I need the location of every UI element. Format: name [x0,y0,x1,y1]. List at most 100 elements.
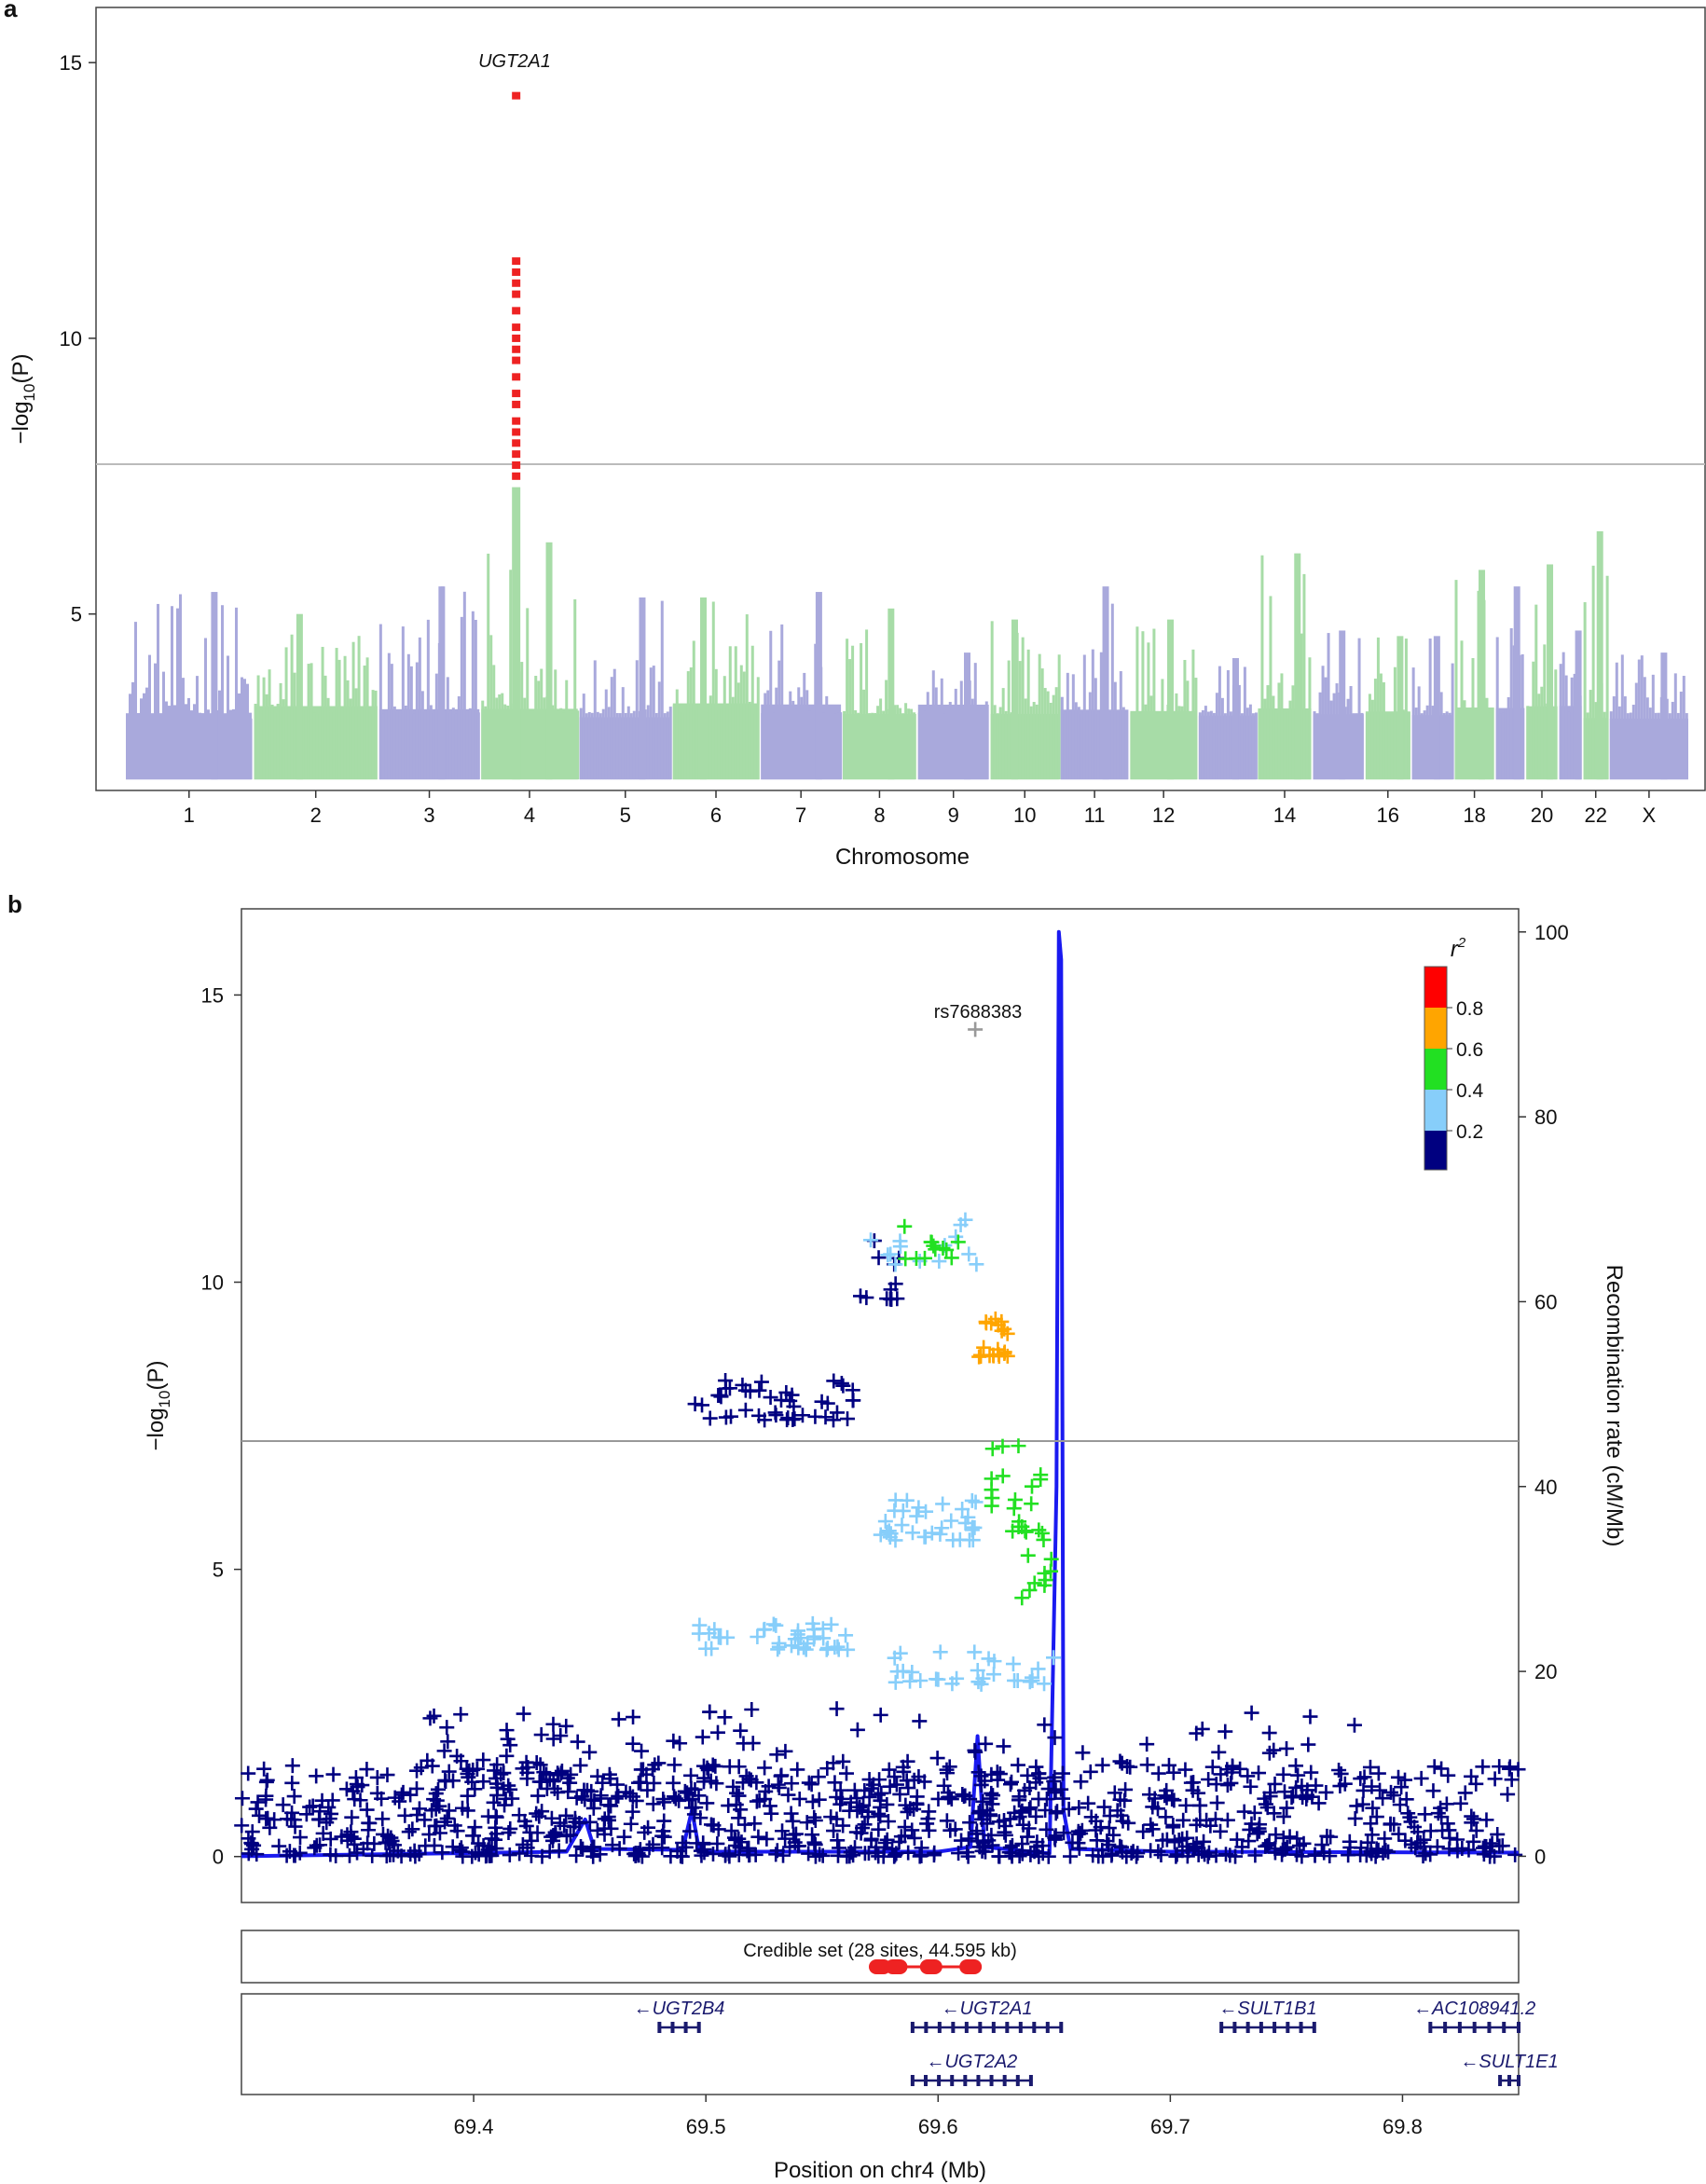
gene-exon [910,2022,915,2033]
snp-column [162,671,165,780]
snp-marker [407,1848,423,1864]
snp-marker [717,1710,733,1725]
gene-exon [989,2075,994,2086]
snp-marker [354,1778,370,1793]
snp-marker [1311,1795,1327,1811]
snp-marker [417,1812,433,1828]
snp-marker [1288,1758,1303,1774]
snp-marker [1094,1757,1110,1773]
snp-cluster-green [984,1438,1050,1541]
hit-gene-label: UGT2A1 [478,51,551,72]
snp-column [1679,691,1683,780]
snp-column [1091,649,1094,780]
snp-marker [589,1822,605,1838]
snp-marker [539,1766,555,1782]
snp-column [157,603,159,780]
snp-marker [959,1845,975,1861]
snp-marker [744,1701,760,1717]
gene-exon [1259,2022,1263,2033]
snp-marker [488,1809,504,1825]
snp-marker [1247,1847,1263,1863]
snp-column [363,666,366,780]
snp-marker [780,1787,796,1803]
snp-marker [906,1830,922,1846]
snp-marker [768,1847,784,1862]
snp-marker [515,1836,530,1852]
snp-column [750,645,754,780]
snp-marker [854,1820,870,1836]
snp-marker [916,1529,932,1545]
gene-exon [924,2022,929,2033]
gene-exon [978,2022,983,2033]
snp-marker [1165,1820,1181,1835]
snp-marker [882,1530,898,1545]
snp-column [1124,711,1128,780]
snp-marker [379,1767,395,1783]
snp-marker [663,1848,679,1864]
snp-marker [234,1791,250,1806]
snp-column [739,665,743,780]
snp-column [871,712,874,780]
snp-cluster-lightblue [873,1492,984,1548]
snp-cluster-navy [687,1373,861,1428]
snp-cluster-green [1014,1532,1059,1606]
snp-marker [846,1847,861,1863]
snp-marker [437,1814,453,1830]
snp-column [1468,712,1472,780]
snp-marker [833,1376,849,1392]
snp-marker [464,1828,480,1844]
snp-marker [1014,1590,1030,1606]
snp-column [1280,673,1284,780]
x-tick-label: 69.5 [686,2115,726,2138]
snp-marker [710,1387,726,1403]
x-tick-label: 11 [1084,804,1106,827]
snp-column [1189,712,1192,780]
snp-column [140,698,143,780]
snp-marker [1267,1776,1283,1792]
snp-column [434,673,438,780]
snp-marker [791,1623,806,1639]
snp-marker [897,1820,913,1835]
snp-marker [475,1774,491,1790]
snp-marker [1038,1803,1053,1818]
snp-marker [1337,1776,1353,1792]
snp-column [187,697,190,780]
snp-marker [1014,1843,1030,1859]
snp-column [1411,667,1415,780]
snp-marker [654,1828,670,1844]
snp-column [931,670,935,780]
snp-marker [1391,1769,1407,1785]
gene-exon [951,2022,956,2033]
snp-column [457,696,461,780]
panel-a-label: a [4,0,18,22]
snp-column [1116,711,1120,780]
snp-marker [569,1790,585,1806]
snp-column [185,704,187,780]
gene-exon [1299,2022,1303,2033]
gene-exon [1507,2075,1512,2086]
snp-marker [790,1762,805,1778]
x-tick-label: 14 [1273,804,1296,827]
snp-column [323,675,327,780]
snp-column [660,600,664,780]
snp-column [945,707,949,780]
snp-marker [1365,1800,1381,1816]
hit-snp [512,257,521,266]
snp-marker [765,1616,781,1632]
snp-marker [868,1845,884,1861]
snp-column [626,706,630,780]
snp-column [506,706,510,780]
snp-marker [640,1782,655,1798]
snp-marker [704,1641,720,1656]
snp-marker [939,1762,955,1778]
recombination-line [241,929,1520,1859]
snp-marker [1243,1779,1259,1794]
snp-column [534,676,538,780]
snp-marker [1074,1822,1090,1838]
snp-column [310,663,313,780]
snp-column [378,624,382,780]
snp-marker [984,1490,1000,1506]
snp-marker [631,1775,646,1791]
snp-marker [852,1288,868,1304]
snp-column [1138,713,1142,780]
